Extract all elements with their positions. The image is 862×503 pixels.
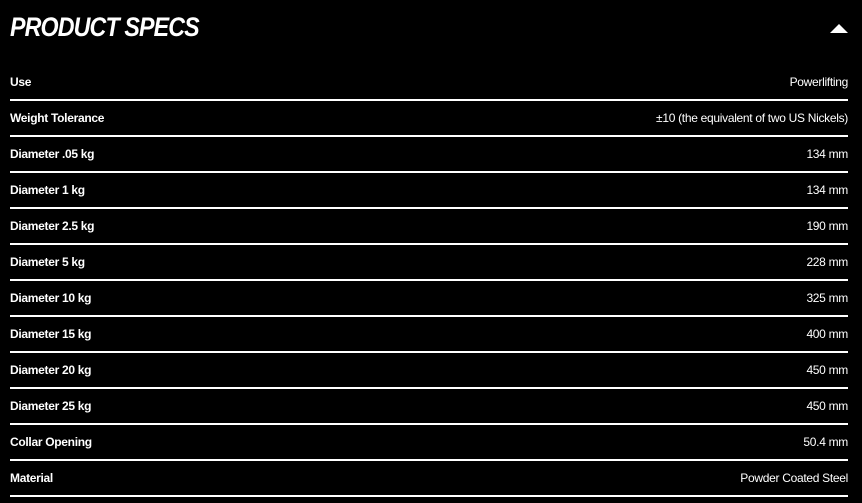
spec-label: Diameter 2.5 kg [10, 219, 95, 233]
collapse-triangle-up-icon[interactable] [830, 24, 848, 33]
spec-label: Material [10, 471, 53, 485]
spec-row: Diameter 15 kg 400 mm [10, 317, 848, 353]
spec-row: Diameter 10 kg 325 mm [10, 281, 848, 317]
spec-row: Diameter .05 kg 134 mm [10, 137, 848, 173]
spec-value: 400 mm [806, 327, 848, 341]
spec-value: ±10 (the equivalent of two US Nickels) [656, 111, 848, 125]
spec-row: Weight Tolerance ±10 (the equivalent of t… [10, 101, 848, 137]
specs-header[interactable]: PRODUCT SPECS [10, 10, 848, 46]
spec-value: 450 mm [806, 363, 848, 377]
spec-value: Powder Coated Steel [740, 471, 848, 485]
spec-value: 190 mm [806, 219, 848, 233]
spec-value: 325 mm [806, 291, 848, 305]
spec-label: Diameter .05 kg [10, 147, 95, 161]
spec-label: Collar Opening [10, 435, 92, 449]
spec-label: Diameter 10 kg [10, 291, 92, 305]
spec-value: 450 mm [806, 399, 848, 413]
specs-table: Use Powerlifting Weight Tolerance ±10 (the … [10, 65, 848, 497]
spec-value: 50.4 mm [803, 435, 848, 449]
spec-value: Powerlifting [789, 75, 849, 89]
spec-label: Weight Tolerance [10, 111, 105, 125]
spec-row: Diameter 1 kg 134 mm [10, 173, 848, 209]
spec-label: Use [10, 75, 32, 89]
spec-row: Diameter 2.5 kg 190 mm [10, 209, 848, 245]
spec-label: Diameter 1 kg [10, 183, 85, 197]
spec-label: Diameter 25 kg [10, 399, 92, 413]
spec-value: 134 mm [806, 147, 848, 161]
spec-label: Diameter 15 kg [10, 327, 92, 341]
spec-value: 228 mm [806, 255, 848, 269]
spec-row: Diameter 20 kg 450 mm [10, 353, 848, 389]
spec-row: Collar Opening 50.4 mm [10, 425, 848, 461]
spec-label: Diameter 20 kg [10, 363, 92, 377]
spec-row: Use Powerlifting [10, 65, 848, 101]
spec-row: Material Powder Coated Steel [10, 461, 848, 497]
spec-row: Diameter 5 kg 228 mm [10, 245, 848, 281]
spec-value: 134 mm [806, 183, 848, 197]
spec-row: Diameter 25 kg 450 mm [10, 389, 848, 425]
spec-label: Diameter 5 kg [10, 255, 85, 269]
section-title: PRODUCT SPECS [10, 12, 200, 42]
